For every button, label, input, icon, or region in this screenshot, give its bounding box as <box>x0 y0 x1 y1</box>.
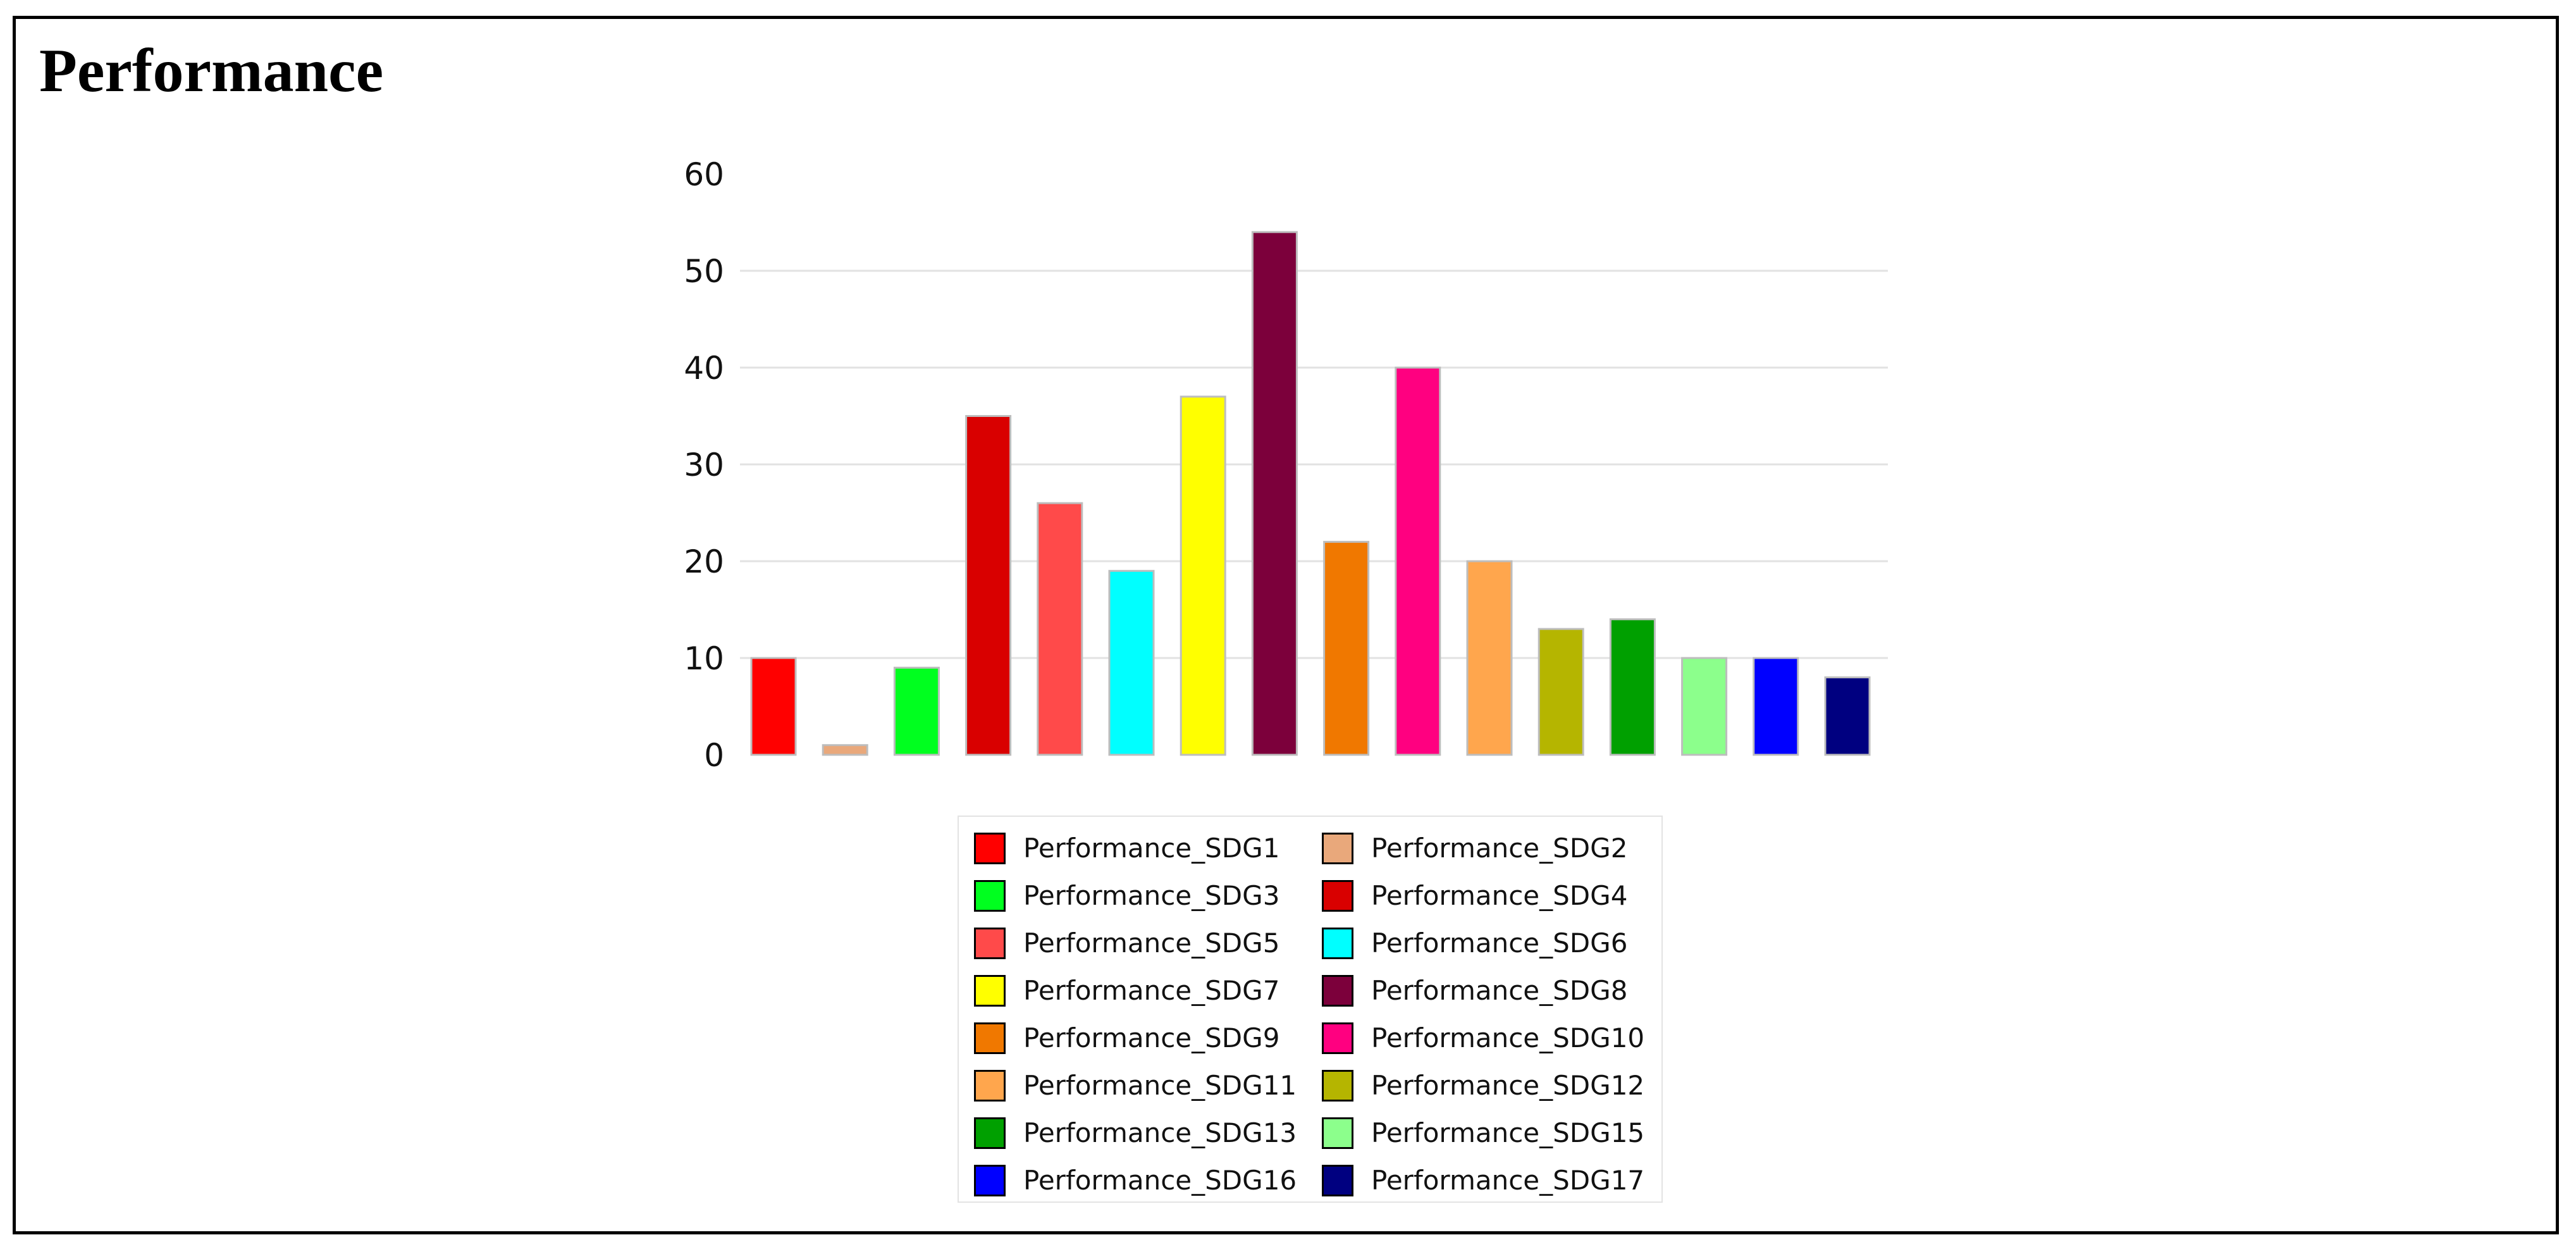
legend-label: Performance_SDG5 <box>1023 928 1280 959</box>
legend-item: Performance_SDG5 <box>974 919 1322 967</box>
legend-label: Performance_SDG17 <box>1371 1165 1645 1196</box>
legend-item: Performance_SDG9 <box>974 1014 1322 1062</box>
legend-item: Performance_SDG1 <box>974 824 1322 872</box>
bar-performance-sdg8 <box>1251 231 1298 756</box>
legend-item: Performance_SDG6 <box>1322 919 1670 967</box>
legend-label: Performance_SDG13 <box>1023 1117 1297 1148</box>
bar-performance-sdg15 <box>1681 657 1728 756</box>
legend-item: Performance_SDG11 <box>974 1062 1322 1109</box>
legend-swatch <box>1322 832 1353 864</box>
legend-item: Performance_SDG17 <box>1322 1157 1670 1204</box>
y-tick-label: 60 <box>684 156 724 193</box>
bar-performance-sdg3 <box>893 666 940 756</box>
legend-label: Performance_SDG15 <box>1371 1117 1645 1148</box>
legend-item: Performance_SDG3 <box>974 872 1322 919</box>
legend-swatch <box>974 974 1006 1007</box>
legend-swatch <box>1322 927 1353 959</box>
legend-item: Performance_SDG2 <box>1322 824 1670 872</box>
bar-performance-sdg12 <box>1538 628 1584 756</box>
legend-swatch <box>974 1164 1006 1196</box>
legend-item: Performance_SDG15 <box>1322 1109 1670 1157</box>
bar-performance-sdg16 <box>1753 657 1799 756</box>
bar-performance-sdg9 <box>1323 540 1370 756</box>
legend-label: Performance_SDG10 <box>1371 1022 1645 1053</box>
legend-label: Performance_SDG6 <box>1371 928 1628 959</box>
bar-performance-sdg13 <box>1609 618 1656 756</box>
legend-item: Performance_SDG7 <box>974 967 1322 1014</box>
legend-label: Performance_SDG3 <box>1023 880 1280 911</box>
legend-swatch <box>974 927 1006 959</box>
bar-performance-sdg6 <box>1108 569 1155 756</box>
y-tick-label: 50 <box>684 253 724 290</box>
legend-swatch <box>974 1117 1006 1149</box>
legend-swatch <box>1322 974 1353 1007</box>
legend-swatch <box>1322 1164 1353 1196</box>
gridlines <box>740 270 1888 659</box>
legend-label: Performance_SDG7 <box>1023 975 1280 1006</box>
legend-swatch <box>974 1069 1006 1102</box>
legend-label: Performance_SDG12 <box>1371 1070 1645 1101</box>
bar-performance-sdg4 <box>965 415 1012 756</box>
y-axis-ticks: 0 10 20 30 40 50 60 <box>684 156 724 774</box>
legend-swatch <box>1322 1117 1353 1149</box>
bar-performance-sdg10 <box>1395 366 1441 756</box>
y-tick-label: 0 <box>704 737 724 774</box>
legend-item: Performance_SDG13 <box>974 1109 1322 1157</box>
legend-item: Performance_SDG10 <box>1322 1014 1670 1062</box>
legend-swatch <box>974 832 1006 864</box>
bar-performance-sdg1 <box>750 657 797 756</box>
bar-performance-sdg17 <box>1824 676 1871 756</box>
legend-item: Performance_SDG16 <box>974 1157 1322 1204</box>
legend-label: Performance_SDG4 <box>1371 880 1628 911</box>
bar-performance-sdg7 <box>1180 395 1226 756</box>
y-tick-label: 40 <box>684 350 724 387</box>
chart-title: Performance <box>39 37 384 105</box>
legend-swatch <box>1322 1022 1353 1054</box>
bar-performance-sdg11 <box>1466 560 1513 756</box>
bar-performance-sdg5 <box>1037 502 1083 756</box>
y-tick-label: 30 <box>684 447 724 483</box>
y-tick-label: 20 <box>684 543 724 580</box>
legend-swatch <box>974 1022 1006 1054</box>
legend-label: Performance_SDG11 <box>1023 1070 1297 1101</box>
legend-swatch <box>1322 1069 1353 1102</box>
legend: Performance_SDG1 Performance_SDG2 Performa… <box>958 816 1663 1203</box>
bars <box>750 231 1871 756</box>
legend-label: Performance_SDG9 <box>1023 1022 1280 1053</box>
legend-item: Performance_SDG8 <box>1322 967 1670 1014</box>
legend-label: Performance_SDG2 <box>1371 833 1628 864</box>
legend-item: Performance_SDG12 <box>1322 1062 1670 1109</box>
legend-label: Performance_SDG1 <box>1023 833 1280 864</box>
y-tick-label: 10 <box>684 640 724 677</box>
legend-swatch <box>1322 879 1353 912</box>
legend-swatch <box>974 879 1006 912</box>
legend-item: Performance_SDG4 <box>1322 872 1670 919</box>
bar-performance-sdg2 <box>822 744 868 756</box>
legend-label: Performance_SDG16 <box>1023 1165 1297 1196</box>
legend-label: Performance_SDG8 <box>1371 975 1628 1006</box>
